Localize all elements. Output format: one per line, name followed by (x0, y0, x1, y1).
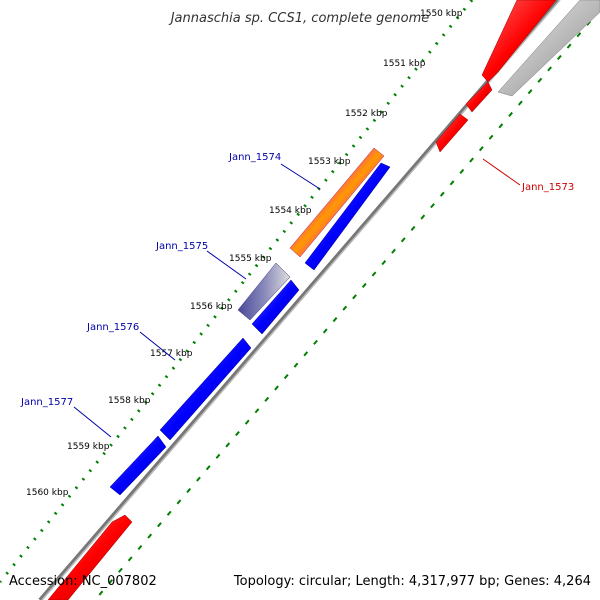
gene-labels: Jann_1573 Jann_1574 Jann_1575 Jann_1576 … (20, 152, 574, 438)
tick-label-1553: 1553 kbp (308, 157, 351, 167)
accession-text: Accession: NC_007802 (9, 574, 157, 589)
tick-label-1560: 1560 kbp (26, 488, 69, 498)
tick-label-1558: 1558 kbp (108, 396, 151, 406)
forward-genes (109, 162, 391, 496)
leader-line-jann-1573 (482, 158, 521, 186)
reverse-gene-arrow-2 (465, 81, 493, 113)
tick-label-1550: 1550 kbp (420, 9, 463, 19)
gene-label-jann-1573: Jann_1573 (521, 182, 574, 193)
inner-dashed-guide (94, 9, 600, 600)
inner-tick-row (94, 9, 600, 600)
gene-label-jann-1575: Jann_1575 (155, 241, 208, 252)
leader-line-jann-1577 (73, 406, 112, 438)
reverse-gene-arrow-faded (497, 0, 600, 97)
reverse-gene-arrow-1 (481, 0, 557, 83)
gene-label-jann-1576: Jann_1576 (86, 322, 139, 333)
tick-label-1556: 1556 kbp (190, 302, 233, 312)
tick-label-1552: 1552 kbp (345, 109, 388, 119)
reverse-genes (47, 0, 600, 600)
leader-line-jann-1574 (280, 163, 321, 190)
tick-label-1551: 1551 kbp (383, 59, 426, 69)
outer-dotted-guide (0, 0, 474, 583)
forward-gene-arrow-jann-1575 (251, 279, 300, 335)
leader-line-jann-1576 (139, 331, 176, 361)
reverse-gene-arrow-jann-1573 (435, 113, 469, 153)
tick-labels: 1550 kbp 1551 kbp 1552 kbp 1553 kbp 1554… (26, 9, 463, 498)
outer-tick-row (0, 0, 474, 583)
leader-line-jann-1575 (206, 250, 247, 280)
tick-label-1554: 1554 kbp (269, 206, 312, 216)
forward-gene-arrow-jann-1576 (159, 337, 252, 441)
topology-text: Topology: circular; Length: 4,317,977 bp… (233, 574, 591, 589)
gene-label-jann-1577: Jann_1577 (20, 397, 73, 408)
gene-label-jann-1574: Jann_1574 (228, 152, 281, 163)
tick-label-1557: 1557 kbp (150, 349, 193, 359)
tick-label-1555: 1555 kbp (229, 254, 272, 264)
highlighted-cds (237, 147, 385, 321)
reverse-gene-arrow-bottom (47, 514, 133, 600)
forward-gene-arrow-jann-1577 (109, 435, 167, 496)
tick-label-1559: 1559 kbp (67, 442, 110, 452)
cds-jann-1574 (289, 147, 385, 258)
cds-jann-1575-faded (237, 262, 291, 321)
forward-gene-arrow-1 (304, 162, 391, 271)
genome-title: Jannaschia sp. CCS1, complete genome (170, 11, 430, 26)
